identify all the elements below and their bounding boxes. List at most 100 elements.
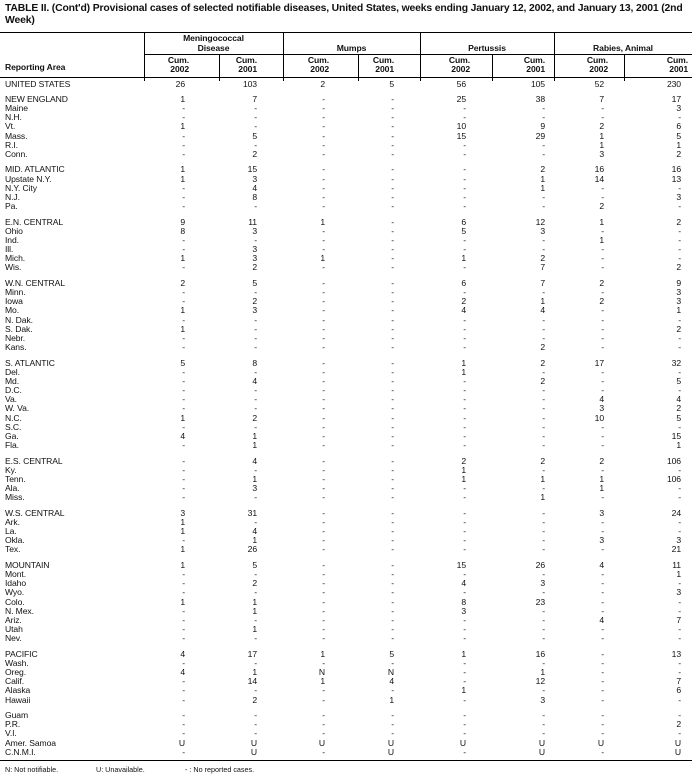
cell-value: - — [391, 431, 394, 441]
cell-value: - — [391, 366, 394, 377]
cell-value: - — [391, 121, 394, 132]
cell-value: - — [463, 676, 466, 687]
cell-value: - — [254, 112, 257, 123]
cell-value: 1 — [180, 305, 185, 316]
cell-value: - — [391, 535, 394, 546]
cell-value: - — [254, 234, 257, 245]
cell-value: - — [322, 455, 325, 466]
cell-value: 16 — [671, 164, 681, 175]
cell-value: - — [391, 323, 394, 334]
cell-value: - — [391, 149, 394, 159]
cell-value: - — [182, 201, 185, 212]
cell-value: U — [250, 737, 257, 748]
cell-value: 4 — [676, 394, 681, 405]
sub-divider — [219, 55, 220, 81]
table-row: Okla. - 1 - - - - 3 3 — [0, 536, 692, 545]
cell-value: - — [463, 164, 466, 175]
cell-value: - — [391, 201, 394, 212]
table-row: Wyo. - - - - - - - 3 — [0, 588, 692, 597]
cell-value: - — [182, 394, 185, 405]
cell-value: - — [391, 728, 394, 739]
footnotes: N: Not notifiable. U: Unavailable. - : N… — [0, 760, 692, 774]
table-row: N.C. 1 2 - - - - 10 5 — [0, 412, 692, 423]
cell-value: - — [322, 244, 325, 255]
cell-value: - — [601, 685, 604, 696]
cell-value: - — [182, 710, 185, 720]
cell-value: 1 — [461, 464, 466, 475]
cell-value: - — [678, 483, 681, 494]
reporting-area: N. Mex. — [5, 605, 34, 616]
cell-value: 38 — [535, 93, 545, 104]
cell-value: - — [601, 421, 604, 432]
cell-value: 2 — [540, 357, 545, 368]
cell-value: - — [391, 605, 394, 616]
cell-value: - — [542, 605, 545, 616]
cell-value: - — [391, 526, 394, 537]
cell-value: - — [463, 667, 466, 678]
cell-value: - — [391, 483, 394, 494]
cell-value: 1 — [540, 473, 545, 484]
cell-value: - — [322, 633, 325, 644]
cell-value: 3 — [599, 535, 604, 546]
reporting-area: Minn. — [5, 287, 26, 297]
cell-value: - — [601, 182, 604, 193]
cell-value: - — [542, 421, 545, 432]
cell-value: - — [391, 507, 394, 518]
cell-value: - — [322, 728, 325, 739]
cell-value: - — [322, 149, 325, 159]
cell-value: - — [678, 728, 681, 739]
cell-value: 1 — [252, 535, 257, 546]
table-row: W.S. CENTRAL 3 31 - - - - 3 24 — [0, 507, 692, 518]
cell-value: - — [601, 244, 604, 255]
cell-value: - — [391, 412, 394, 423]
cell-value: U — [459, 737, 466, 748]
cell-value: - — [601, 526, 604, 537]
cell-value: - — [678, 464, 681, 475]
table-row: PACIFIC 4 17 1 5 1 16 - 13 — [0, 648, 692, 659]
cell-value: - — [322, 473, 325, 484]
cell-value: - — [254, 403, 257, 414]
cell-value: - — [678, 596, 681, 607]
cell-value: - — [182, 535, 185, 546]
cell-value: - — [463, 657, 466, 668]
cell-value: - — [463, 694, 466, 705]
cell-value: - — [601, 366, 604, 377]
cell-value: - — [322, 342, 325, 353]
table-header: Reporting Area Meningococcal Disease Cum. 20… — [0, 32, 692, 81]
table-row: La. 1 4 - - - - - - — [0, 526, 692, 537]
cell-value: 5 — [252, 559, 257, 570]
cell-value: - — [391, 305, 394, 316]
table-row: Mich. 1 3 1 - 1 2 - - — [0, 254, 692, 263]
cell-value: - — [463, 516, 466, 527]
cell-value: - — [463, 375, 466, 386]
cell-value: - — [678, 633, 681, 644]
cell-value: 1 — [252, 473, 257, 484]
reporting-area: W.S. CENTRAL — [5, 507, 65, 518]
reporting-area: Ark. — [5, 516, 20, 527]
table-row: W.N. CENTRAL 2 5 - - 6 7 2 9 — [0, 277, 692, 288]
sub-header-cum: Cum. — [586, 54, 608, 65]
cell-value: 5 — [389, 648, 394, 659]
cell-value: - — [542, 516, 545, 527]
reporting-area: Va. — [5, 394, 17, 405]
cell-value: - — [322, 535, 325, 546]
cell-value: - — [182, 385, 185, 396]
cell-value: 1 — [599, 483, 604, 494]
cell-value: - — [254, 385, 257, 396]
cell-value: - — [182, 676, 185, 687]
cell-value: - — [678, 657, 681, 668]
cell-value: - — [678, 694, 681, 705]
cell-value: 4 — [180, 648, 185, 659]
table-row: N.H. - - - - - - - - — [0, 113, 692, 122]
table-title: TABLE II. (Cont'd) Provisional cases of … — [5, 3, 683, 26]
cell-value: U — [387, 737, 394, 748]
cell-value: - — [322, 173, 325, 184]
table-row: Ill. - 3 - - - - - - — [0, 244, 692, 255]
cell-value: 3 — [252, 244, 257, 255]
cell-value: - — [601, 112, 604, 123]
cell-value: 1 — [461, 685, 466, 696]
footnote-u: U: Unavailable. — [96, 765, 145, 774]
reporting-area: W.N. CENTRAL — [5, 277, 65, 288]
cell-value: - — [463, 746, 466, 757]
cell-value: U — [674, 737, 681, 748]
